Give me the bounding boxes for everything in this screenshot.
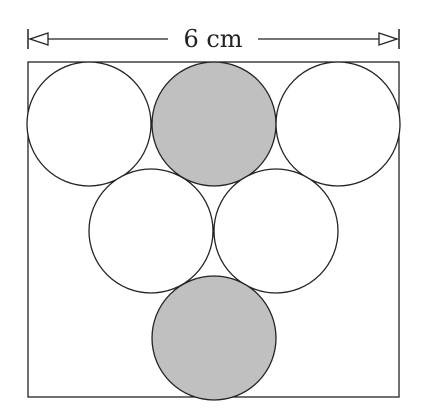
circle-middle-right [213,168,339,294]
circle-top-left [26,61,152,187]
dimension-label: 6 cm [183,25,242,53]
right-arrow-icon [378,32,400,46]
circle-middle-left [88,168,214,294]
circles-group [26,61,401,401]
circle-top-middle [151,61,277,187]
circle-top-right [275,61,401,187]
left-arrow-icon [27,32,49,46]
circle-bottom [151,275,277,401]
dimension-indicator: 6 cm [27,25,400,53]
